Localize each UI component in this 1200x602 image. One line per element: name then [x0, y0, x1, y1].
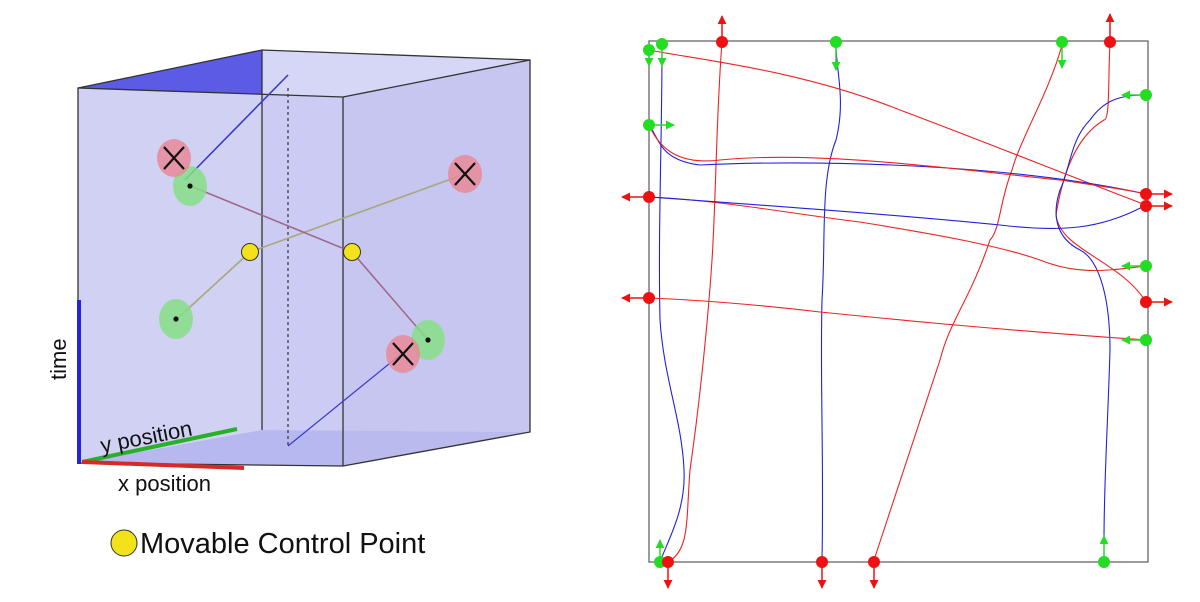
- end-point: [643, 191, 655, 203]
- trajectory-blue-top: [184, 74, 289, 181]
- path-red: [648, 49, 1147, 206]
- end-point: [716, 36, 728, 48]
- path-blue: [1055, 94, 1147, 541]
- end-point: [643, 292, 655, 304]
- trajectory-blue-bottom: [287, 354, 401, 447]
- start-point: [1140, 334, 1152, 346]
- path-red: [873, 44, 1063, 561]
- x-axis: [81, 460, 245, 470]
- path-blue: [648, 196, 1147, 230]
- path-red: [648, 196, 1147, 271]
- path-blue: [820, 44, 841, 561]
- start-points: [643, 36, 1152, 568]
- y-axis: [81, 427, 238, 464]
- x-axis-label: x position: [118, 471, 211, 496]
- end-point: [816, 556, 828, 568]
- cube-right-face: [343, 60, 530, 466]
- control-point[interactable]: [241, 243, 259, 261]
- cube-front-face: [78, 88, 343, 466]
- end-point: [1140, 200, 1152, 212]
- start-point: [830, 36, 842, 48]
- start-point: [1056, 36, 1068, 48]
- legend-label: Movable Control Point: [140, 528, 425, 560]
- path-blue: [648, 124, 1147, 195]
- end-point: [868, 556, 880, 568]
- start-point: [643, 119, 655, 131]
- path-red: [1055, 42, 1147, 303]
- trajectory-map: [621, 13, 1173, 589]
- start-point: [1140, 89, 1152, 101]
- path-red: [667, 41, 723, 563]
- path-red: [648, 297, 1147, 341]
- path-red: [648, 124, 1147, 195]
- time-axis-label: time: [46, 338, 71, 380]
- start-point: [1140, 260, 1152, 272]
- end-point: [1140, 188, 1152, 200]
- start-point: [643, 44, 655, 56]
- end-points: [621, 13, 1173, 589]
- end-point: [1140, 296, 1152, 308]
- start-point: [656, 38, 668, 50]
- room-boundary: [648, 40, 1149, 563]
- legend-control-point-swatch: [110, 529, 138, 557]
- path-blue: [658, 47, 685, 563]
- end-point: [662, 556, 674, 568]
- space-time-cube: time y position x position Movable Contr…: [46, 49, 531, 560]
- control-point[interactable]: [343, 243, 361, 261]
- start-point: [1098, 556, 1110, 568]
- end-point: [1104, 36, 1116, 48]
